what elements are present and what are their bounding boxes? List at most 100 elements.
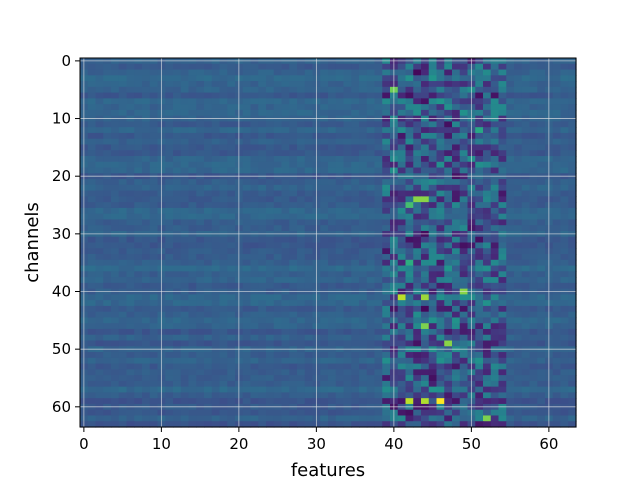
heatmap-cell	[436, 219, 445, 226]
heatmap-cell	[397, 363, 407, 370]
heatmap-cell	[165, 398, 174, 405]
heatmap-cell	[103, 69, 112, 76]
heatmap-cell	[428, 323, 438, 330]
heatmap-cell	[452, 375, 461, 382]
heatmap-cell	[250, 352, 259, 359]
heatmap-cell	[289, 69, 298, 76]
heatmap-cell	[134, 282, 143, 290]
heatmap-cell	[95, 242, 104, 249]
heatmap-cell	[266, 369, 275, 376]
heatmap-cell	[490, 184, 500, 192]
heatmap-cell	[397, 69, 407, 76]
heatmap-cell	[204, 150, 213, 157]
heatmap-cell	[552, 213, 562, 221]
heatmap-cell	[242, 109, 252, 117]
heatmap-cell	[397, 328, 407, 336]
heatmap-cell	[359, 271, 368, 278]
heatmap-cell	[111, 305, 120, 313]
heatmap-cell	[320, 213, 329, 221]
heatmap-cell	[475, 81, 484, 88]
heatmap-cell	[266, 415, 275, 422]
heatmap-cell	[211, 98, 221, 105]
heatmap-cell	[459, 104, 469, 111]
heatmap-cell	[529, 421, 538, 428]
heatmap-cell	[405, 161, 414, 169]
heatmap-cell	[188, 236, 197, 244]
heatmap-cell	[405, 190, 414, 197]
heatmap-cell	[514, 386, 523, 394]
heatmap-cell	[459, 161, 469, 169]
heatmap-cell	[428, 138, 438, 146]
heatmap-cell	[87, 375, 97, 382]
heatmap-cell	[173, 248, 182, 255]
heatmap-cell	[227, 277, 236, 284]
heatmap-cell	[188, 69, 197, 76]
heatmap-cell	[529, 75, 538, 82]
heatmap-cell	[560, 277, 569, 284]
heatmap-cell	[490, 254, 500, 261]
heatmap-cell	[537, 305, 546, 313]
heatmap-cell	[343, 202, 352, 209]
heatmap-cell	[173, 121, 182, 128]
heatmap-cell	[204, 392, 213, 399]
heatmap-cell	[266, 98, 275, 105]
heatmap-cell	[95, 75, 104, 82]
heatmap-cell	[142, 236, 151, 244]
heatmap-cell	[366, 86, 376, 94]
heatmap-cell	[328, 328, 337, 336]
heatmap-cell	[211, 300, 221, 307]
heatmap-cell	[87, 248, 97, 255]
heatmap-cell	[111, 150, 120, 157]
heatmap-cell	[180, 81, 190, 88]
heatmap-cell	[359, 184, 368, 192]
heatmap-cell	[281, 86, 290, 94]
heatmap-cell	[250, 161, 259, 169]
heatmap-cell	[281, 328, 290, 336]
heatmap-cell	[273, 409, 283, 417]
heatmap-cell	[103, 179, 112, 186]
heatmap-cell	[196, 317, 205, 324]
heatmap-cell	[529, 271, 538, 278]
heatmap-cell	[436, 375, 445, 382]
heatmap-cell	[328, 127, 337, 134]
heatmap-cell	[421, 317, 430, 324]
heatmap-cell	[382, 138, 391, 146]
heatmap-cell	[506, 161, 515, 169]
heatmap-cell	[227, 156, 236, 163]
heatmap-cell	[514, 225, 523, 232]
heatmap-cell	[537, 317, 546, 324]
heatmap-cell	[444, 81, 453, 88]
heatmap-cell	[490, 294, 500, 301]
heatmap-cell	[483, 156, 492, 163]
heatmap-cell	[514, 254, 523, 261]
heatmap-cell	[483, 75, 492, 82]
heatmap-cell	[413, 311, 422, 319]
heatmap-cell	[537, 156, 546, 163]
heatmap-cell	[382, 271, 391, 278]
heatmap-cell	[142, 277, 151, 284]
heatmap-cell	[498, 104, 507, 111]
heatmap-cell	[351, 236, 360, 244]
heatmap-cell	[211, 248, 221, 255]
heatmap-cell	[568, 323, 577, 330]
heatmap-cell	[475, 213, 484, 221]
heatmap-cell	[506, 352, 515, 359]
heatmap-cell	[297, 277, 306, 284]
heatmap-cell	[266, 323, 275, 330]
heatmap-cell	[173, 219, 182, 226]
heatmap-cell	[421, 334, 430, 342]
heatmap-cell	[204, 305, 213, 313]
heatmap-cell	[304, 311, 314, 319]
heatmap-cell	[382, 380, 391, 388]
heatmap-cell	[95, 300, 104, 307]
heatmap-cell	[529, 311, 538, 319]
heatmap-cell	[560, 138, 569, 146]
heatmap-cell	[444, 300, 453, 307]
heatmap-cell	[374, 259, 383, 267]
heatmap-cell	[258, 161, 267, 169]
heatmap-cell	[421, 196, 430, 203]
heatmap-cell	[552, 69, 562, 76]
heatmap-cell	[95, 259, 104, 267]
heatmap-cell	[196, 357, 205, 365]
heatmap-cell	[382, 86, 391, 94]
